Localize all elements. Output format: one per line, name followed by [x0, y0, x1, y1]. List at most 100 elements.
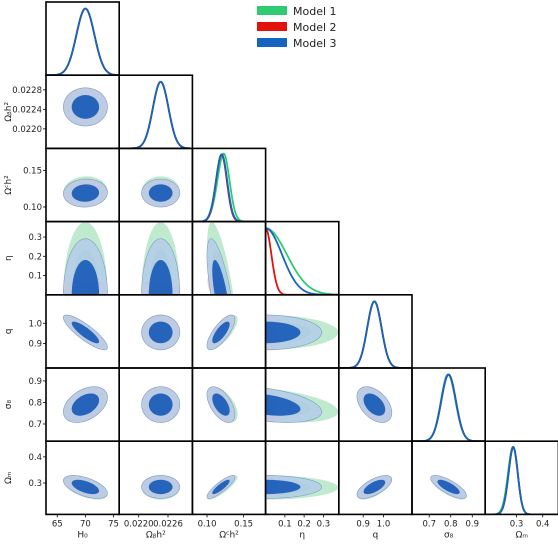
panel-H0-Obh2: 0.0220 0.0224 0.0228	[12, 74, 120, 150]
marginal-curve-H0-series-2	[46, 7, 120, 76]
marginal-curve-sigma8-series-3	[412, 373, 486, 442]
panel-Och2-sigma8	[191, 367, 267, 442]
contour-68-H0-Obh2-series-3	[71, 95, 100, 119]
panel-q-Om: 0.9 1.0	[337, 440, 413, 529]
panel-q-sigma8	[337, 367, 413, 442]
panel-Obh2-q	[118, 293, 194, 369]
marginal-curve-H0-series-3	[46, 7, 120, 76]
panel-body	[63, 386, 108, 423]
x-tick-label: 0.3	[510, 519, 524, 529]
contour-68-H0-sigma8-series-3	[71, 393, 100, 416]
legend-label: Model 2	[293, 21, 337, 34]
panel-body	[356, 475, 393, 500]
marginal-curve-Om-series-3	[485, 445, 558, 515]
panel-body	[141, 475, 181, 500]
contour-68-Och2-q-series-3	[212, 321, 230, 344]
marginal-curve-eta-series-2	[265, 227, 339, 295]
x-axis-label-q: q	[373, 530, 379, 540]
y-axis-label-sigma8: σ₈	[4, 400, 14, 410]
y-tick-label: 0.2	[28, 252, 42, 262]
x-tick-label: 1.0	[377, 519, 391, 529]
panel-H0-sigma8: 0.7 0.8 0.9	[28, 367, 120, 442]
panel-frame	[484, 440, 558, 516]
panel-body	[192, 152, 266, 222]
y-axis-label-Obh2: Ωᵦh²	[4, 102, 14, 122]
panels-group: 0.0220 0.0224 0.0228 0.10 0.15 0.1 0.2 0.3 0.9 1.…	[12, 1, 558, 529]
x-tick-label: 0.2	[297, 519, 311, 529]
contour-68-q-Om-series-3	[363, 479, 386, 495]
legend-swatch	[257, 6, 287, 15]
y-tick-label: 0.1	[28, 272, 42, 282]
panel-frame	[191, 147, 267, 223]
x-tick-label: 70	[80, 519, 91, 529]
y-tick-label: 0.9	[28, 340, 42, 350]
legend-item: Model 2	[257, 21, 337, 34]
x-tick-label: 0.1	[278, 519, 292, 529]
marginal-curve-q-series-1	[338, 300, 412, 368]
panel-Och2-eta	[191, 220, 267, 296]
marginal-curve-q-series-3	[338, 300, 412, 368]
panel-body	[412, 373, 486, 442]
panel-body	[141, 222, 181, 295]
contour-68-eta-sigma8-series-3	[265, 394, 301, 416]
contour-68-eta-q-series-3	[265, 321, 301, 344]
x-axis-label-sigma8: σ₈	[444, 530, 454, 540]
x-tick-label: 0.10	[198, 519, 217, 529]
panel-body	[141, 386, 181, 423]
panel-Och2-Och2	[191, 147, 267, 223]
panel-Och2-Om: 0.10 0.15	[191, 440, 267, 529]
panel-frame	[337, 293, 413, 369]
contour-68-sigma8-Om-series-3	[437, 479, 460, 495]
panel-body	[356, 386, 393, 423]
panel-body	[63, 87, 108, 127]
legend-label: Model 3	[293, 37, 337, 50]
contour-68-q-sigma8-series-3	[363, 393, 386, 416]
contour-68-Och2-sigma8-series-3	[212, 393, 230, 416]
panel-Obh2-sigma8	[118, 367, 194, 442]
x-tick-label: 0.3	[317, 519, 331, 529]
contour-68-Obh2-sigma8-series-3	[148, 393, 173, 416]
x-axis-label-Och2: Ωᶜh²	[219, 530, 239, 540]
marginal-curve-sigma8-series-2	[412, 373, 486, 442]
panel-H0-Om: 65 70 75 0.3 0.4	[28, 440, 120, 529]
marginal-curve-eta-series-1	[265, 227, 339, 295]
panel-body	[206, 314, 238, 351]
axis-labels-group: H₀ Ωᵦh² Ωᶜh² η q σ₈ Ωₘ Ωᵦh² Ωᶜh² η q σ₈ Ωₘ	[4, 102, 528, 541]
contour-68-Obh2-eta-series-3	[148, 259, 173, 295]
x-tick-label: 0.9	[466, 519, 480, 529]
contour-68-Och2-eta-series-3	[212, 259, 228, 295]
x-tick-label: 0.4	[536, 519, 550, 529]
contour-68-H0-Och2-series-3	[71, 184, 100, 202]
y-axis-label-eta: η	[4, 255, 14, 261]
panel-body	[338, 300, 412, 368]
panel-eta-eta	[264, 220, 340, 296]
panel-body	[206, 386, 238, 423]
panel-body	[430, 475, 467, 500]
x-tick-label: 0.8	[444, 519, 458, 529]
panel-frame	[118, 74, 194, 150]
panel-body	[141, 176, 181, 208]
contour-68-Obh2-Och2-series-3	[148, 184, 173, 202]
y-axis-label-q: q	[4, 329, 14, 335]
y-tick-label: 1.0	[28, 319, 42, 329]
panel-Obh2-Och2	[118, 147, 194, 223]
panel-Obh2-eta	[118, 220, 194, 296]
x-axis-label-Obh2: Ωᵦh²	[146, 530, 166, 540]
x-tick-label: 75	[108, 519, 119, 529]
x-tick-label: 0.7	[422, 519, 436, 529]
contour-68-H0-eta-series-3	[71, 259, 100, 295]
panel-eta-q	[264, 293, 340, 369]
marginal-curve-sigma8-series-1	[412, 373, 486, 442]
y-tick-label: 0.3	[28, 479, 42, 489]
panel-eta-Om: 0.1 0.2 0.3	[264, 440, 340, 529]
y-tick-label: 0.15	[23, 166, 42, 176]
panel-body	[206, 222, 234, 295]
legend-swatch	[257, 22, 287, 31]
x-tick-label: 65	[52, 519, 63, 529]
x-tick-label: 0.0220	[124, 519, 154, 529]
contour-68-H0-Om-series-3	[71, 479, 100, 495]
marginal-curve-Obh2-series-3	[119, 80, 193, 149]
panel-H0-q: 0.9 1.0	[28, 293, 120, 369]
panel-body	[485, 445, 558, 515]
